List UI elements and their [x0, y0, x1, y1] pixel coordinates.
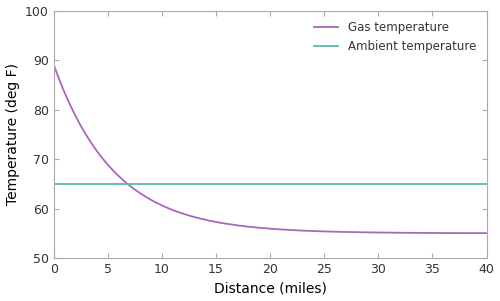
Y-axis label: Temperature (deg F): Temperature (deg F)	[6, 63, 20, 205]
Gas temperature	[285, 228, 291, 232]
Gas temperature	[406, 231, 411, 234]
Gas temperature	[484, 231, 490, 235]
X-axis label: Distance (miles): Distance (miles)	[214, 281, 326, 296]
Ambient temperature	[308, 182, 314, 186]
Gas temperature	[259, 226, 265, 230]
Ambient temperature	[285, 182, 291, 186]
Gas temperature	[473, 231, 479, 235]
Legend: Gas temperature, Ambient temperature: Gas temperature, Ambient temperature	[310, 17, 480, 58]
Ambient temperature	[256, 182, 262, 186]
Line: Gas temperature: Gas temperature	[54, 65, 486, 233]
Ambient temperature	[259, 182, 265, 186]
Ambient temperature	[406, 182, 411, 186]
Gas temperature	[308, 229, 314, 233]
Ambient temperature	[484, 182, 490, 186]
Ambient temperature	[473, 182, 479, 186]
Ambient temperature	[51, 182, 57, 186]
Gas temperature	[51, 63, 57, 67]
Gas temperature	[256, 226, 262, 230]
